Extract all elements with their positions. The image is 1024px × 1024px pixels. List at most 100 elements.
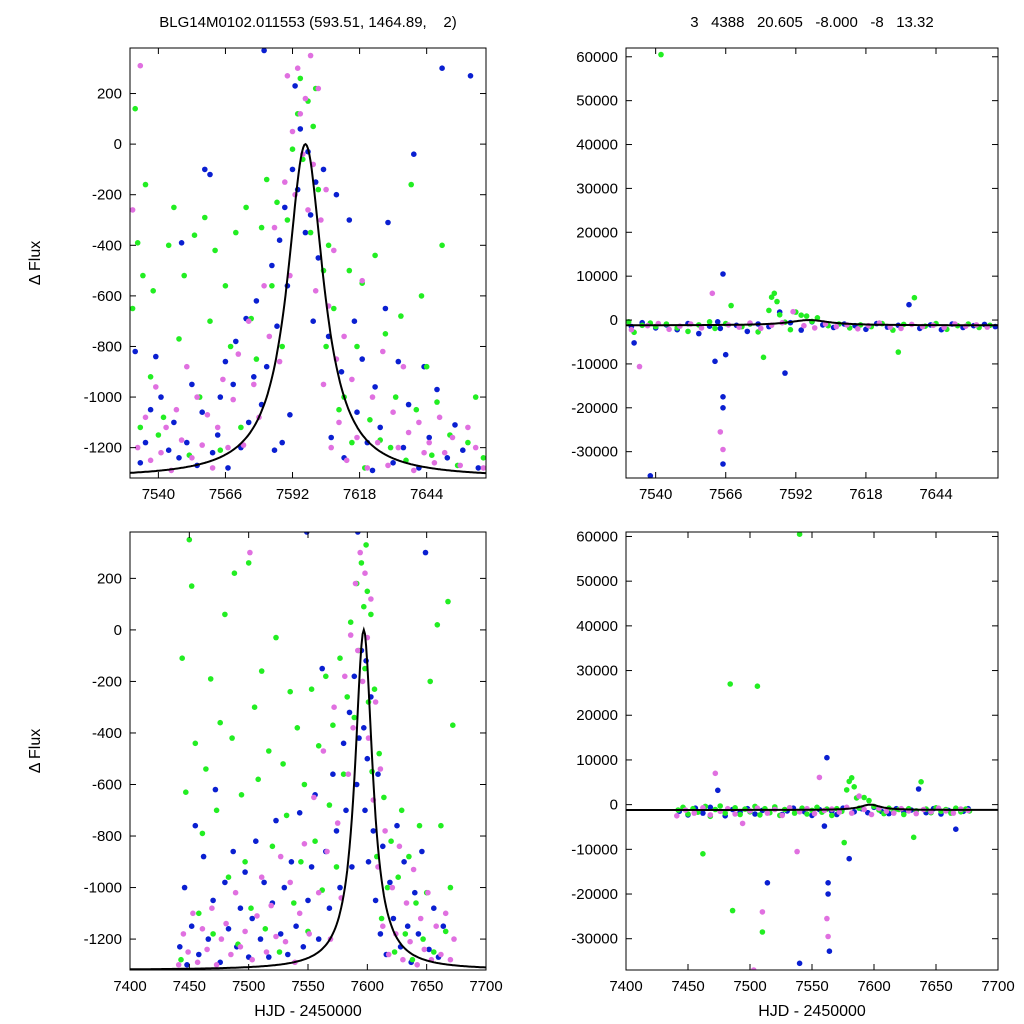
data-point-green xyxy=(245,560,252,566)
data-point-magenta xyxy=(282,179,288,185)
data-point-magenta xyxy=(425,889,431,896)
data-point-magenta xyxy=(306,931,313,937)
data-point-green xyxy=(387,444,394,451)
data-point-green xyxy=(331,305,337,312)
data-point-blue xyxy=(715,787,721,794)
y-tick-label: 10000 xyxy=(576,752,618,769)
data-point-green xyxy=(372,252,378,259)
data-point-blue xyxy=(720,461,726,467)
data-point-blue xyxy=(192,822,199,829)
data-point-green xyxy=(199,830,206,837)
data-point-green xyxy=(231,570,238,576)
plot-frame xyxy=(625,47,999,479)
data-point-green xyxy=(336,406,342,413)
x-tick-label: 7650 xyxy=(410,978,443,995)
data-point-magenta xyxy=(289,128,296,135)
data-point-blue xyxy=(411,151,417,157)
data-point-green xyxy=(434,399,440,405)
data-point-magenta xyxy=(263,949,270,955)
x-tick-label: 7400 xyxy=(113,978,146,995)
y-tick-label: -30000 xyxy=(571,444,618,461)
data-point-blue xyxy=(720,394,726,400)
data-point-green xyxy=(362,665,368,672)
data-point-magenta xyxy=(228,951,234,958)
data-point-green xyxy=(294,725,301,731)
model-curve xyxy=(130,142,486,475)
points-bottom-left xyxy=(175,532,457,968)
data-point-green xyxy=(363,542,369,548)
y-tick-label: 0 xyxy=(610,797,618,814)
data-point-blue xyxy=(382,305,389,312)
data-point-green xyxy=(382,331,389,337)
data-point-magenta xyxy=(261,283,267,289)
data-point-magenta xyxy=(712,770,719,777)
data-point-green xyxy=(258,224,265,231)
data-point-blue xyxy=(375,771,381,777)
data-point-green xyxy=(712,325,718,332)
data-point-magenta xyxy=(184,363,190,370)
data-point-green xyxy=(803,313,810,319)
y-tick-label: -600 xyxy=(92,776,122,793)
data-point-magenta xyxy=(147,457,154,464)
data-point-green xyxy=(181,272,187,279)
data-point-blue xyxy=(796,960,803,967)
data-point-blue xyxy=(230,848,236,855)
data-point-blue xyxy=(181,884,188,891)
data-point-green xyxy=(255,776,261,783)
data-point-blue xyxy=(343,807,349,814)
data-point-green xyxy=(132,105,138,112)
data-point-blue xyxy=(237,905,244,911)
x-tick-label: 7650 xyxy=(919,978,952,995)
data-point-magenta xyxy=(674,813,680,819)
y-tick-label: -1200 xyxy=(84,931,122,948)
data-point-green xyxy=(438,822,444,829)
data-point-magenta xyxy=(825,933,831,940)
data-point-magenta xyxy=(405,429,412,436)
data-point-blue xyxy=(153,353,159,360)
data-point-magenta xyxy=(480,465,486,471)
data-point-blue xyxy=(271,447,278,454)
data-point-blue xyxy=(377,424,384,431)
chart-bottom-left: 7400 7450 7500 7550 7600 7650 7700 -1200 -1000 -8… xyxy=(27,531,503,1020)
x-tick-label: 7566 xyxy=(209,486,242,503)
data-point-blue xyxy=(310,318,317,325)
data-point-blue xyxy=(722,351,729,358)
data-point-magenta xyxy=(364,465,371,471)
data-point-magenta xyxy=(180,931,187,937)
data-point-green xyxy=(284,217,291,223)
data-point-blue xyxy=(782,370,788,376)
data-point-blue xyxy=(385,219,391,226)
data-point-green xyxy=(308,686,315,692)
data-point-green xyxy=(447,884,454,891)
data-point-green xyxy=(227,343,234,350)
data-point-green xyxy=(155,432,162,438)
data-point-green xyxy=(814,315,821,321)
model-curve xyxy=(626,803,998,811)
data-point-blue xyxy=(707,804,714,811)
data-point-green xyxy=(787,326,794,333)
data-point-green xyxy=(176,336,182,342)
data-point-green xyxy=(346,267,353,274)
data-point-blue xyxy=(906,301,912,308)
data-point-blue xyxy=(338,369,345,375)
data-point-magenta xyxy=(691,810,697,816)
data-point-green xyxy=(351,714,358,721)
data-point-magenta xyxy=(359,277,366,284)
data-point-magenta xyxy=(247,549,253,556)
data-point-green xyxy=(465,439,471,446)
plot-frame xyxy=(129,47,487,479)
data-point-blue xyxy=(217,394,224,400)
data-point-blue xyxy=(207,171,213,178)
data-point-blue xyxy=(200,853,207,860)
data-point-magenta xyxy=(779,812,785,819)
data-point-magenta xyxy=(336,419,342,426)
x-axis-label: HJD - 2450000 xyxy=(758,1003,866,1020)
data-point-blue xyxy=(326,905,333,911)
data-point-green xyxy=(918,779,924,785)
data-point-blue xyxy=(279,439,286,446)
data-point-green xyxy=(269,843,276,850)
y-tick-label: -1000 xyxy=(84,880,122,897)
data-point-blue xyxy=(132,348,138,355)
chart-top-right: 7540 7566 7592 7618 7644 -30000 -20000 -10000 0 1… xyxy=(571,47,999,503)
data-point-blue xyxy=(276,237,283,243)
